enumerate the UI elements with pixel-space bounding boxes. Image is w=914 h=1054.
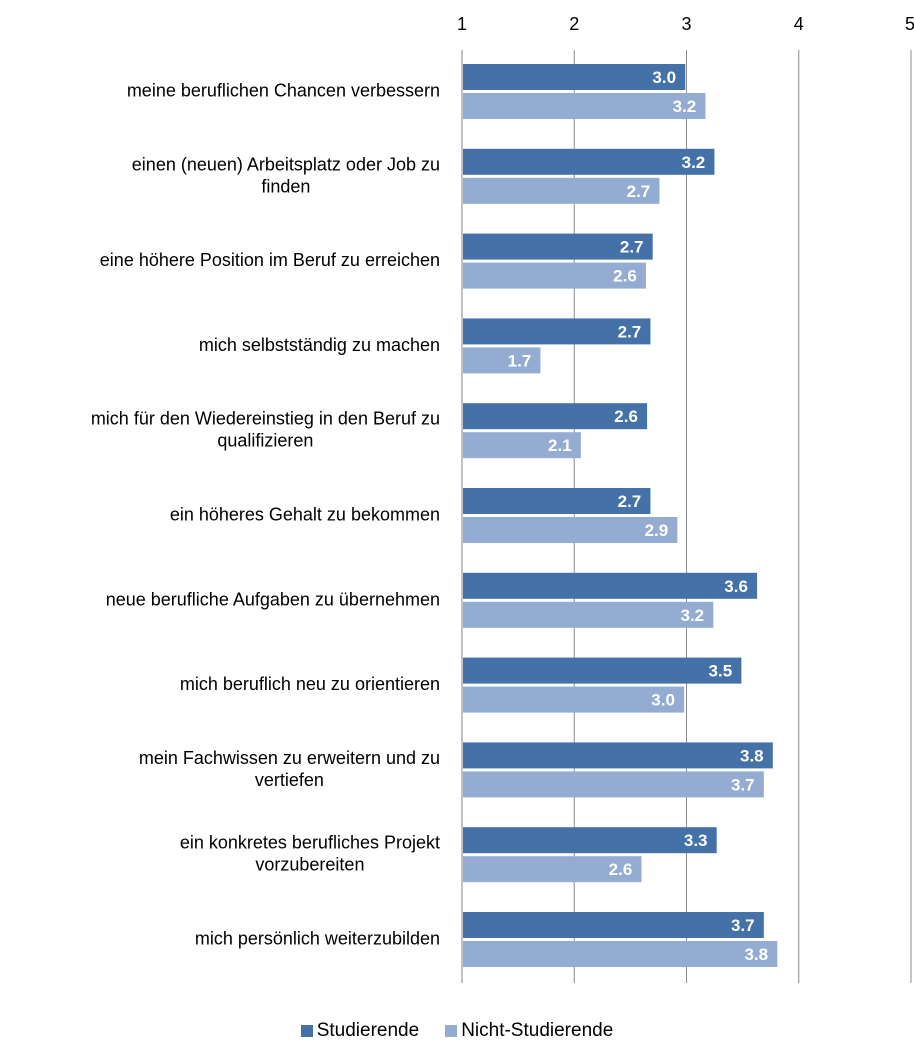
category-label: mich beruflich neu zu orientieren xyxy=(180,674,440,694)
category-label: einen (neuen) Arbeitsplatz oder Job zu xyxy=(132,154,440,174)
data-label-nicht-studierende: 2.9 xyxy=(645,521,669,540)
category-label: vertiefen xyxy=(255,770,324,790)
category-label: ein konkretes berufliches Projekt xyxy=(180,833,440,853)
data-label-studierende: 3.5 xyxy=(709,662,733,681)
legend-label-studierende: Studierende xyxy=(316,1020,420,1041)
category-label: vorzubereiten xyxy=(255,855,364,875)
data-label-studierende: 3.0 xyxy=(652,68,676,87)
data-label-nicht-studierende: 1.7 xyxy=(508,351,532,370)
category-label: mich selbstständig zu machen xyxy=(199,335,440,355)
data-label-nicht-studierende: 2.7 xyxy=(627,182,651,201)
category-label: meine beruflichen Chancen verbessern xyxy=(127,81,440,101)
x-tick-label-1: 1 xyxy=(457,14,467,34)
category-label: mich persönlich weiterzubilden xyxy=(195,929,440,949)
data-label-studierende: 2.7 xyxy=(618,492,642,511)
bar-studierende xyxy=(463,488,651,514)
data-label-studierende: 3.8 xyxy=(740,746,764,765)
bar-nicht-studierende xyxy=(463,856,642,883)
bar-nicht-studierende xyxy=(463,941,778,967)
bar-nicht-studierende xyxy=(463,177,660,204)
bar-nicht-studierende xyxy=(463,93,706,119)
data-label-studierende: 3.7 xyxy=(731,916,755,935)
bar-nicht-studierende xyxy=(463,347,541,374)
data-label-nicht-studierende: 2.6 xyxy=(609,860,633,879)
data-label-nicht-studierende: 3.2 xyxy=(680,606,704,625)
data-label-nicht-studierende: 3.2 xyxy=(673,97,697,116)
data-label-studierende: 2.7 xyxy=(620,238,644,257)
data-label-studierende: 3.3 xyxy=(684,831,708,850)
category-label: eine höhere Position im Beruf zu erreich… xyxy=(100,250,440,270)
bar-studierende xyxy=(463,827,717,854)
category-label: qualifizieren xyxy=(217,431,313,451)
data-label-nicht-studierende: 3.0 xyxy=(651,691,675,710)
data-label-nicht-studierende: 2.6 xyxy=(613,267,637,286)
bar-studierende xyxy=(463,912,764,938)
bar-nicht-studierende xyxy=(463,517,678,543)
bar-studierende xyxy=(463,64,686,90)
bar-studierende xyxy=(463,318,651,345)
data-label-studierende: 3.2 xyxy=(682,153,706,172)
bar-studierende xyxy=(463,572,758,599)
legend-swatch-nicht-studierende xyxy=(445,1025,458,1037)
bar-studierende xyxy=(463,657,742,684)
bar-studierende xyxy=(463,403,648,430)
data-label-studierende: 2.6 xyxy=(614,407,638,426)
bar-studierende xyxy=(463,148,715,175)
x-tick-label-4: 4 xyxy=(794,14,804,34)
category-label: ein höheres Gehalt zu bekommen xyxy=(170,505,440,525)
legend-label-nicht-studierende: Nicht-Studierende xyxy=(461,1020,614,1041)
category-label: finden xyxy=(261,176,310,196)
bar-nicht-studierende xyxy=(463,686,685,713)
data-label-studierende: 3.6 xyxy=(724,577,748,596)
x-tick-label-2: 2 xyxy=(569,14,579,34)
bar-studierende xyxy=(463,233,653,260)
data-label-nicht-studierende: 3.7 xyxy=(731,775,755,794)
bar-studierende xyxy=(463,742,773,769)
legend-swatch-studierende xyxy=(300,1025,313,1037)
data-label-studierende: 2.7 xyxy=(618,322,642,341)
data-label-nicht-studierende: 3.8 xyxy=(744,945,768,964)
x-tick-label-3: 3 xyxy=(681,14,691,34)
category-label: mein Fachwissen zu erweitern und zu xyxy=(139,748,440,768)
category-label: neue berufliche Aufgaben zu übernehmen xyxy=(106,589,440,609)
legend: Studierende Nicht-Studierende xyxy=(0,1020,914,1042)
bar-nicht-studierende xyxy=(463,771,764,798)
bar-chart: 1 2 3 4 5 meine beruflichen Chancen verbesser… xyxy=(91,14,914,983)
data-label-nicht-studierende: 2.1 xyxy=(548,436,572,455)
bar-nicht-studierende xyxy=(463,432,581,459)
x-tick-label-5: 5 xyxy=(905,14,914,34)
category-label: mich für den Wiedereinstieg in den Beruf… xyxy=(91,409,440,429)
legend-item-studierende: Studierende xyxy=(300,1020,420,1042)
bar-nicht-studierende xyxy=(463,262,646,289)
bar-nicht-studierende xyxy=(463,601,714,628)
legend-item-nicht-studierende: Nicht-Studierende xyxy=(445,1020,613,1042)
